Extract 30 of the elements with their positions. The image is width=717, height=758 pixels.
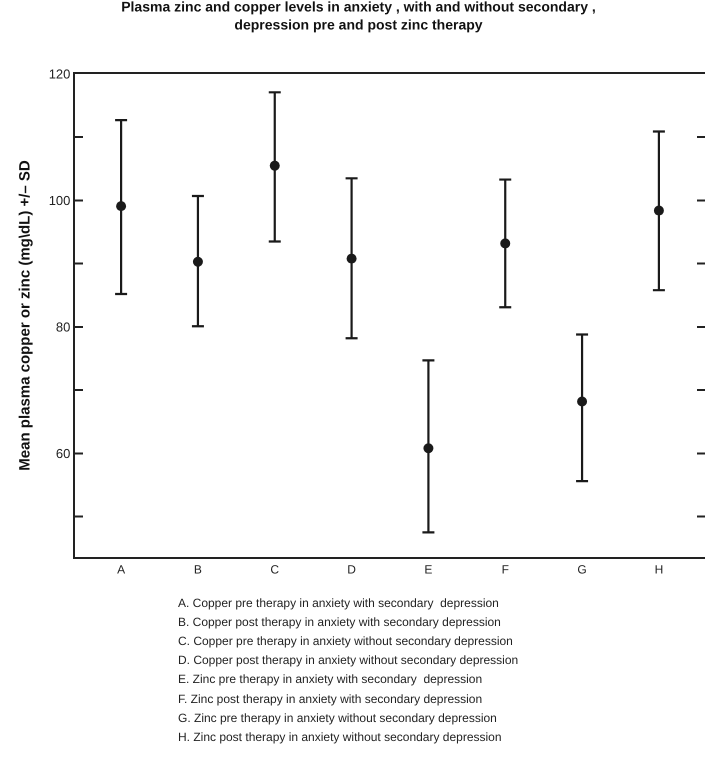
x-tick-label: A: [117, 562, 126, 576]
x-tick-label: F: [502, 562, 509, 576]
text: E. Zinc pre therapy in anxiety with secondary depression: [178, 672, 482, 686]
x-tick-label: D: [347, 562, 356, 576]
point: [500, 238, 510, 248]
point: [346, 254, 357, 264]
y-tick-label: 60: [56, 446, 70, 461]
y-tick-label: 80: [56, 319, 70, 334]
x-tick-label: H: [654, 562, 664, 576]
x-tick-label: B: [194, 562, 202, 576]
point: [116, 201, 126, 212]
x-tick-label: E: [424, 562, 432, 576]
text: B. Copper post therapy in anxiety with secondary depression: [178, 615, 501, 629]
y-tick-label: 120: [48, 66, 70, 82]
y-axis-title: Mean plasma copper or zinc (mg\dL) +/– SD: [16, 160, 34, 471]
chart-title: Plasma zinc and copper levels in anxiety , with and without secondary , depression pre and post zinc therapy: [121, 0, 596, 33]
point: [423, 443, 434, 454]
text: D. Copper post therapy in anxiety without secondary depression: [178, 653, 518, 667]
x-tick-label: C: [270, 562, 280, 576]
point: [270, 160, 280, 171]
point: [654, 206, 664, 216]
text: F. Zinc post therapy in anxiety with secondary depression: [178, 692, 482, 706]
text: G. Zinc pre therapy in anxiety without secondary depression: [178, 711, 497, 725]
y-tick-label: 100: [48, 192, 70, 208]
text: A. Copper pre therapy in anxiety with secondary depression: [178, 596, 499, 610]
x-tick-label: G: [577, 562, 587, 576]
point: [577, 396, 588, 406]
text: H. Zinc post therapy in anxiety without secondary depression: [178, 730, 502, 744]
text: C. Copper pre therapy in anxiety without secondary depression: [178, 634, 513, 648]
point: [192, 256, 203, 267]
